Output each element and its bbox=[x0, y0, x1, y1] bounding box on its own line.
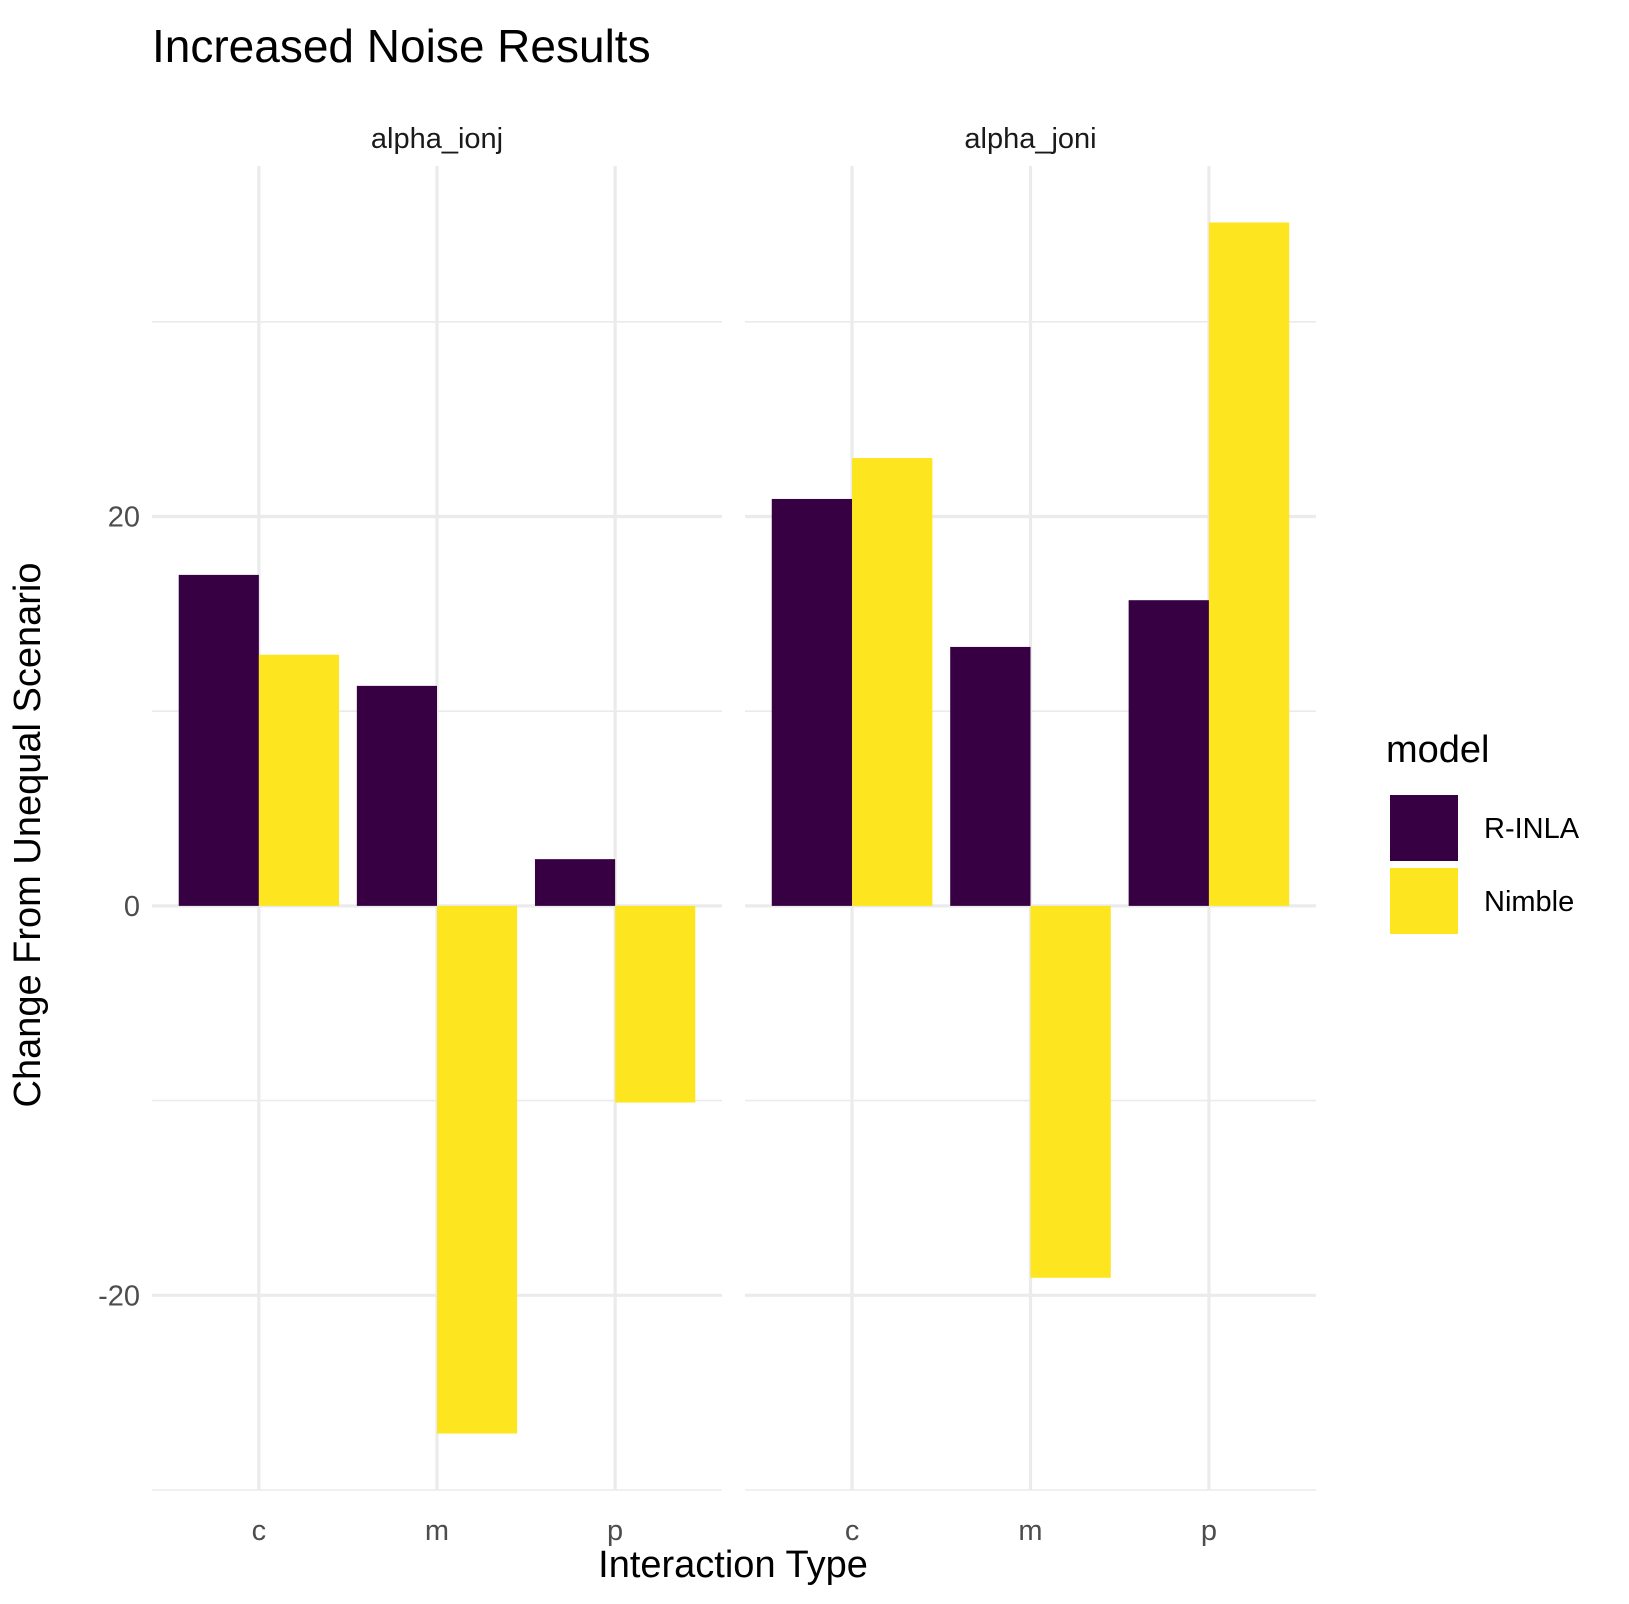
facet-label: alpha_joni bbox=[964, 123, 1096, 155]
bar-alpha_ionj-c-Nimble bbox=[258, 654, 340, 906]
legend: model R-INLA Nimble bbox=[1386, 729, 1580, 934]
bar-alpha_joni-p-R-INLA bbox=[1128, 600, 1209, 906]
bar-alpha_joni-m-Nimble bbox=[1030, 905, 1111, 1278]
bar-alpha_ionj-m-Nimble bbox=[437, 905, 518, 1434]
bar-alpha_joni-m-R-INLA bbox=[950, 646, 1031, 906]
bar-alpha_ionj-p-R-INLA bbox=[534, 859, 616, 906]
facet-label: alpha_ionj bbox=[371, 123, 503, 155]
bar-alpha_ionj-c-R-INLA bbox=[178, 574, 259, 906]
bar-alpha_joni-p-Nimble bbox=[1208, 222, 1290, 906]
x-tick-label: m bbox=[425, 1515, 449, 1547]
x-tick-label: c bbox=[845, 1515, 860, 1547]
x-axis-title: Interaction Type bbox=[598, 1544, 868, 1586]
x-tick-label: p bbox=[1201, 1515, 1217, 1547]
legend-key-R-INLA bbox=[1390, 795, 1458, 861]
y-tick-label: 20 bbox=[108, 501, 140, 533]
x-tick-label: p bbox=[607, 1515, 623, 1547]
legend-key-Nimble bbox=[1390, 868, 1458, 934]
bar-alpha_ionj-m-R-INLA bbox=[356, 685, 437, 906]
bar-alpha_joni-c-R-INLA bbox=[771, 498, 853, 906]
y-tick-label: -20 bbox=[98, 1280, 140, 1312]
legend-label: Nimble bbox=[1484, 886, 1574, 918]
legend-label: R-INLA bbox=[1484, 813, 1580, 845]
x-tick-label: m bbox=[1018, 1515, 1042, 1547]
bar-alpha_ionj-p-Nimble bbox=[615, 905, 696, 1103]
chart-title: Increased Noise Results bbox=[152, 20, 651, 72]
bar-alpha_joni-c-Nimble bbox=[852, 458, 933, 906]
x-tick-label: c bbox=[252, 1515, 267, 1547]
y-axis-title: Change From Unequal Scenario bbox=[7, 563, 49, 1108]
y-tick-label: 0 bbox=[124, 891, 140, 923]
legend-title: model bbox=[1386, 729, 1490, 771]
